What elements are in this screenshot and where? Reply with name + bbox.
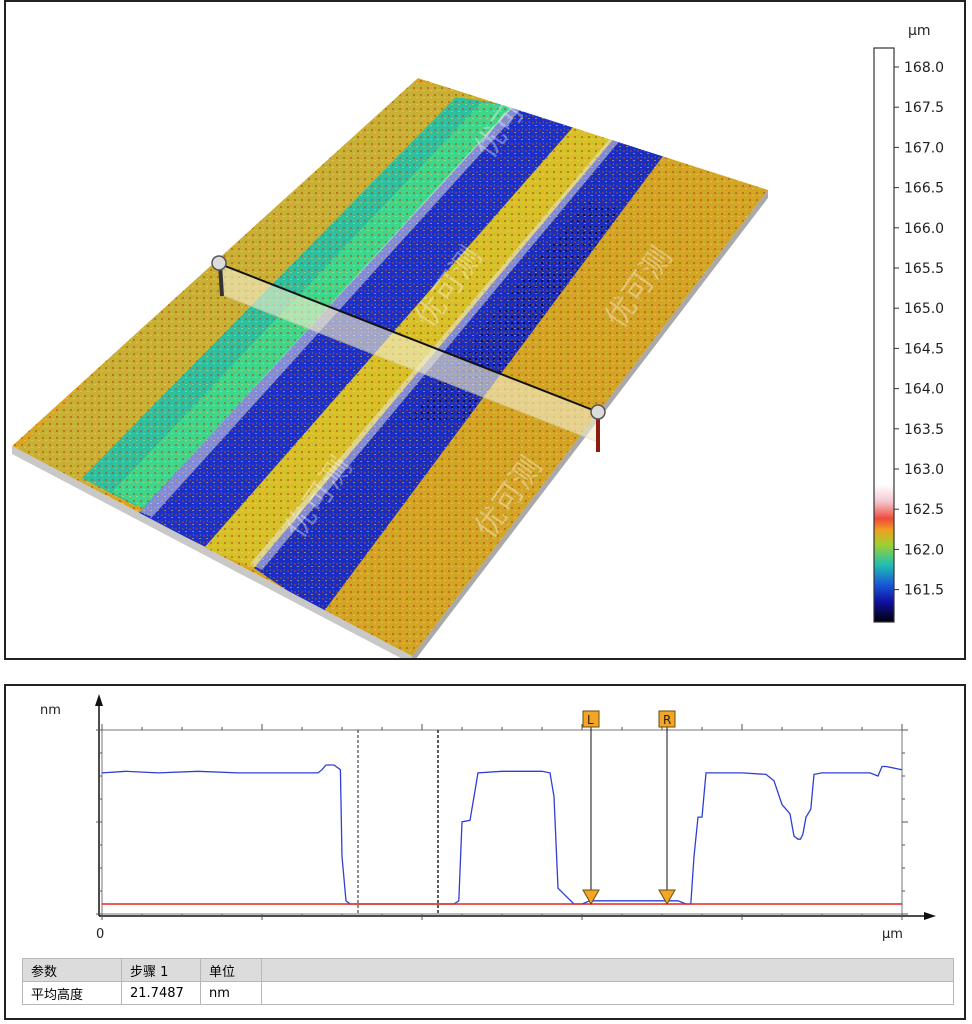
surface-3d-panel: 优可测 优可测 优可测 优可测 优可测 µm 168.0 167.5 167.0 16… xyxy=(4,0,966,664)
colorbar-tick-label: 161.5 xyxy=(904,583,944,599)
frame-ticks xyxy=(96,724,908,920)
cursor-left-label: L xyxy=(587,713,594,727)
colorbar-ticks: 168.0 167.5 167.0 166.5 166.0 165.5 165.0 164.5… xyxy=(894,60,944,599)
cursor-right-label: R xyxy=(663,713,671,727)
section-handle-right[interactable] xyxy=(590,404,606,420)
y-axis-unit: nm xyxy=(40,703,61,718)
header-param: 参数 xyxy=(22,958,122,982)
profile-series-line xyxy=(101,764,903,905)
surface-map xyxy=(12,78,768,656)
section-handle-left[interactable] xyxy=(211,255,227,271)
cursor-right-flag[interactable] xyxy=(658,710,676,728)
colorbar-tick-label: 163.0 xyxy=(904,462,944,478)
colorbar-tick-label: 162.5 xyxy=(904,502,944,518)
colorbar-tick-label: 162.0 xyxy=(904,542,944,558)
results-row: 平均高度 21.7487 nm xyxy=(22,981,954,1005)
colorbar-tick-label: 164.5 xyxy=(904,341,944,357)
header-filler xyxy=(261,958,954,982)
cell-filler xyxy=(261,981,954,1005)
profile-chart: nm 0 µm L R xyxy=(40,694,936,942)
plot-frame xyxy=(101,729,903,915)
colorbar-tick-label: 166.5 xyxy=(904,181,944,197)
x-axis-arrow xyxy=(924,912,936,920)
colorbar-tick-label: 163.5 xyxy=(904,422,944,438)
colorbar-tick-label: 165.5 xyxy=(904,261,944,277)
results-header-row: 参数 步骤 1 单位 xyxy=(22,958,954,982)
y-axis-arrow xyxy=(95,694,103,706)
colorbar-tick-label: 166.0 xyxy=(904,221,944,237)
colorbar-unit: µm xyxy=(908,23,931,39)
colorbar-tick-label: 168.0 xyxy=(904,60,944,76)
cursor-right-marker[interactable] xyxy=(658,889,676,906)
results-table: 参数 步骤 1 单位 平均高度 21.7487 nm xyxy=(22,958,954,1005)
header-step: 步骤 1 xyxy=(121,958,201,982)
colorbar-gradient xyxy=(873,47,895,623)
x-axis-unit: µm xyxy=(882,927,903,942)
cell-param: 平均高度 xyxy=(22,981,122,1005)
section-line xyxy=(219,263,599,413)
cursor-left-marker[interactable] xyxy=(582,889,600,906)
header-unit: 单位 xyxy=(200,958,262,982)
x-axis-origin: 0 xyxy=(96,927,104,942)
surface-3d-view: 优可测 优可测 优可测 优可测 优可测 µm 168.0167.5167.016… xyxy=(12,23,944,664)
colorbar-tick-label: 164.0 xyxy=(904,382,944,398)
profile-panel: nm 0 µm L R 参数 步骤 1 单位 平均高度 21.7487 nm xyxy=(4,684,966,1020)
colorbar-tick-label: 165.0 xyxy=(904,301,944,317)
cell-value: 21.7487 xyxy=(121,981,201,1005)
cell-unit: nm xyxy=(200,981,262,1005)
cursor-left-flag[interactable] xyxy=(582,710,600,728)
colorbar-tick-label: 167.5 xyxy=(904,100,944,116)
surface-stripe xyxy=(12,78,768,656)
series-layer xyxy=(101,764,903,905)
colorbar-tick-label: 167.0 xyxy=(904,140,944,156)
surface-side-face xyxy=(12,446,412,664)
